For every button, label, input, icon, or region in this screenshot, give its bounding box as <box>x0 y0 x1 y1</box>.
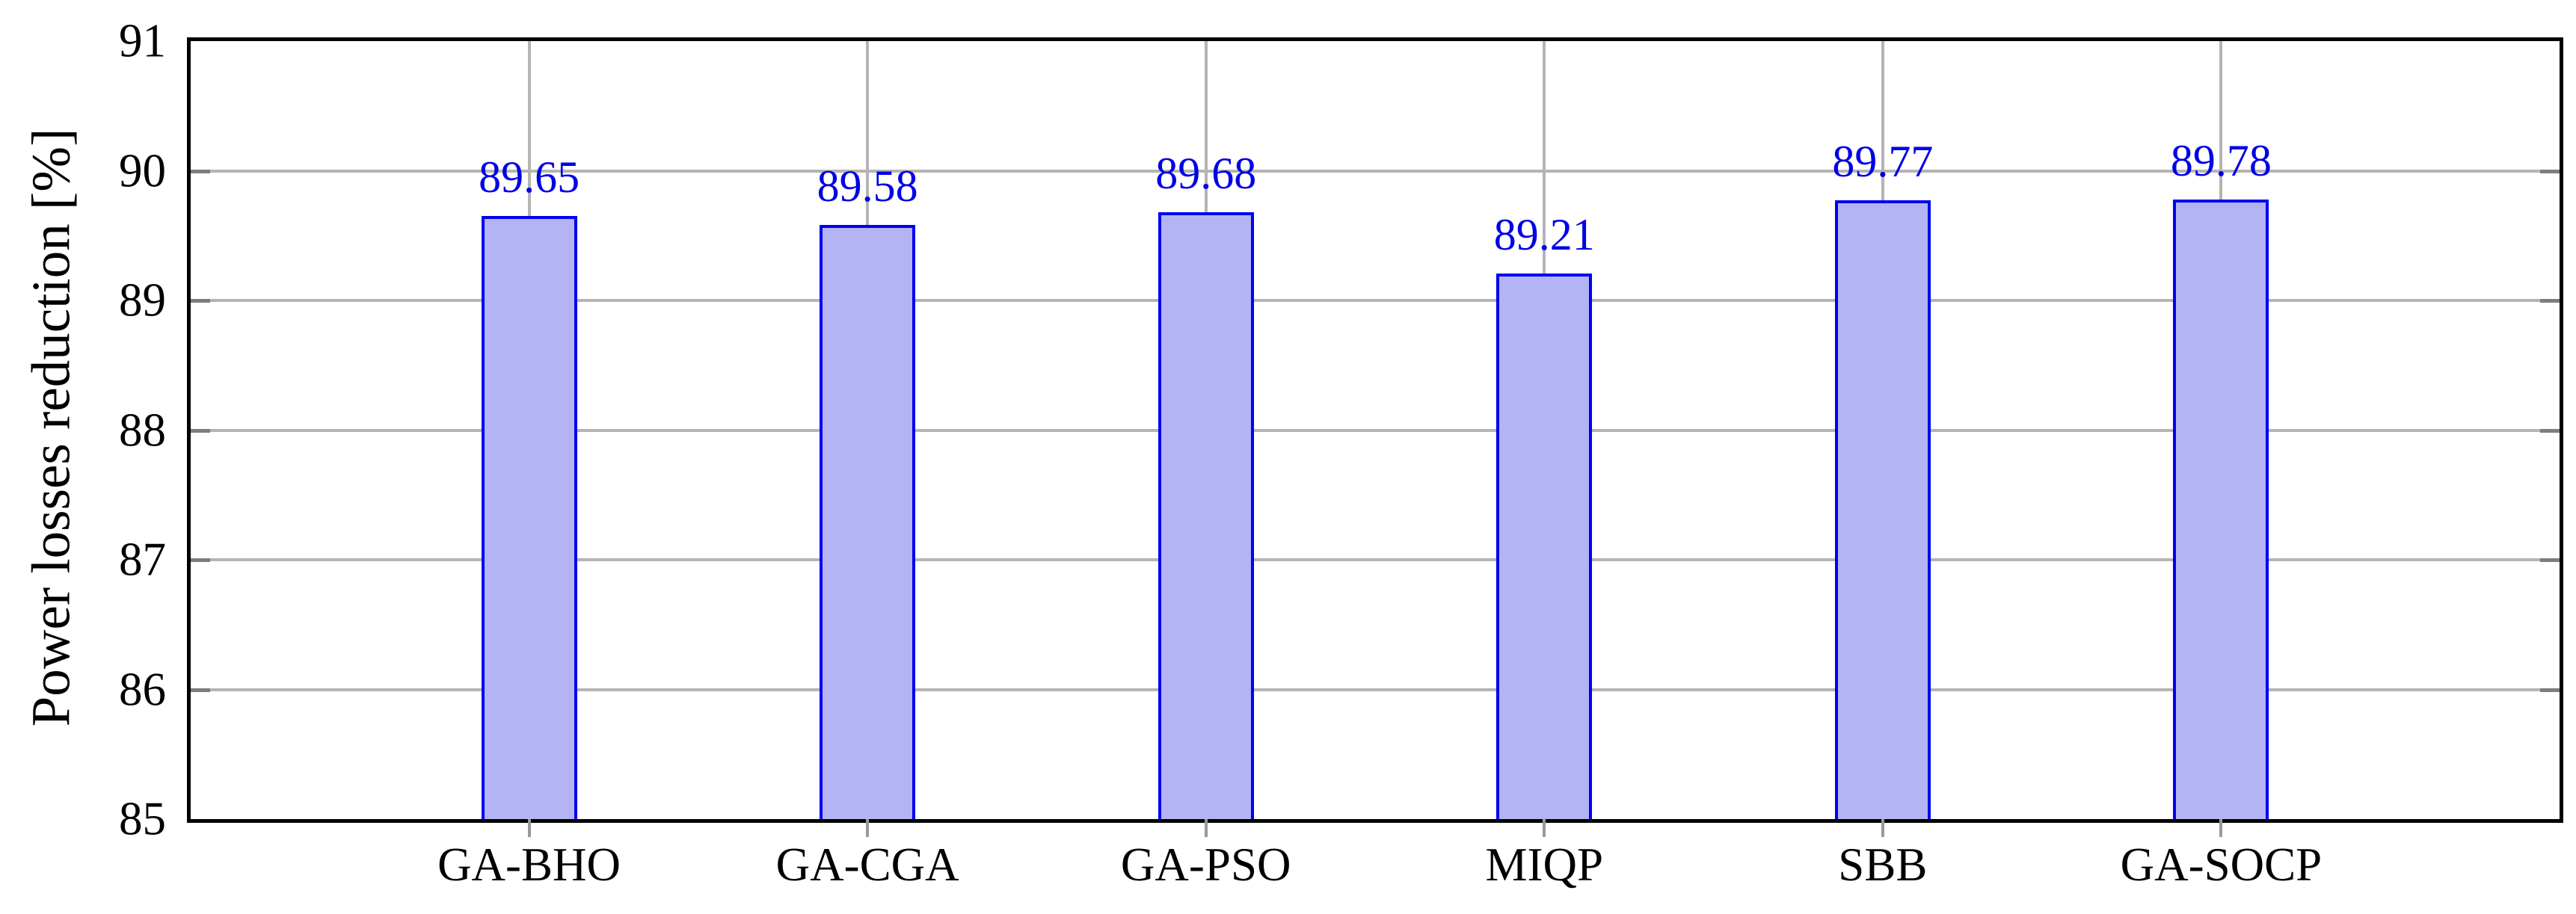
bar-value-label: 89.77 <box>1832 137 1934 187</box>
y-tick-label: 87 <box>119 533 166 586</box>
x-axis-tick <box>1204 819 1208 837</box>
x-axis-tick <box>2219 819 2223 837</box>
h-gridline <box>191 688 2560 691</box>
x-category-label: GA-CGA <box>775 839 959 891</box>
h-gridline <box>191 299 2560 302</box>
y-axis-tick <box>191 428 210 433</box>
bar-value-label: 89.68 <box>1155 149 1257 199</box>
x-axis-tick <box>1543 819 1546 837</box>
x-axis-tick <box>866 819 870 837</box>
y-axis-tick <box>191 299 210 303</box>
y-tick-label: 85 <box>119 792 166 845</box>
x-category-label: GA-PSO <box>1120 839 1291 891</box>
y-axis-tick <box>191 688 210 692</box>
bar <box>1834 200 1931 819</box>
y-tick-label: 91 <box>119 14 166 67</box>
y-axis-tick <box>191 169 210 173</box>
y-axis-tick-right <box>2540 688 2560 692</box>
x-category-label: SBB <box>1838 839 1928 891</box>
bar <box>820 225 916 819</box>
y-tick-label: 89 <box>119 274 166 327</box>
bar-value-label: 89.65 <box>479 152 580 203</box>
y-tick-label: 86 <box>119 663 166 715</box>
y-tick-label: 88 <box>119 404 166 456</box>
x-category-label: MIQP <box>1485 839 1604 891</box>
x-axis-tick <box>527 819 531 837</box>
x-category-label: GA-SOCP <box>2120 839 2323 891</box>
y-tick-label: 90 <box>119 144 166 197</box>
y-axis-tick-right <box>2540 299 2560 303</box>
plot-area: 89.65 89.58 89.68 89.21 89.77 89.78 <box>187 37 2563 823</box>
bar-value-label: 89.58 <box>817 161 918 211</box>
x-axis-tick <box>1881 819 1884 837</box>
bar <box>2173 199 2269 819</box>
bar-value-label: 89.21 <box>1493 209 1595 259</box>
h-gridline <box>191 428 2560 432</box>
y-axis-tick-right <box>2540 169 2560 173</box>
bar <box>1496 273 1593 819</box>
h-gridline <box>191 169 2560 173</box>
bar <box>1158 212 1254 819</box>
y-axis-tick-right <box>2540 428 2560 433</box>
y-axis-tick <box>191 558 210 562</box>
y-axis-tick-right <box>2540 558 2560 562</box>
x-category-label: GA-BHO <box>437 839 621 891</box>
bar <box>481 216 577 819</box>
h-gridline <box>191 558 2560 561</box>
bar-value-label: 89.78 <box>2170 135 2272 185</box>
